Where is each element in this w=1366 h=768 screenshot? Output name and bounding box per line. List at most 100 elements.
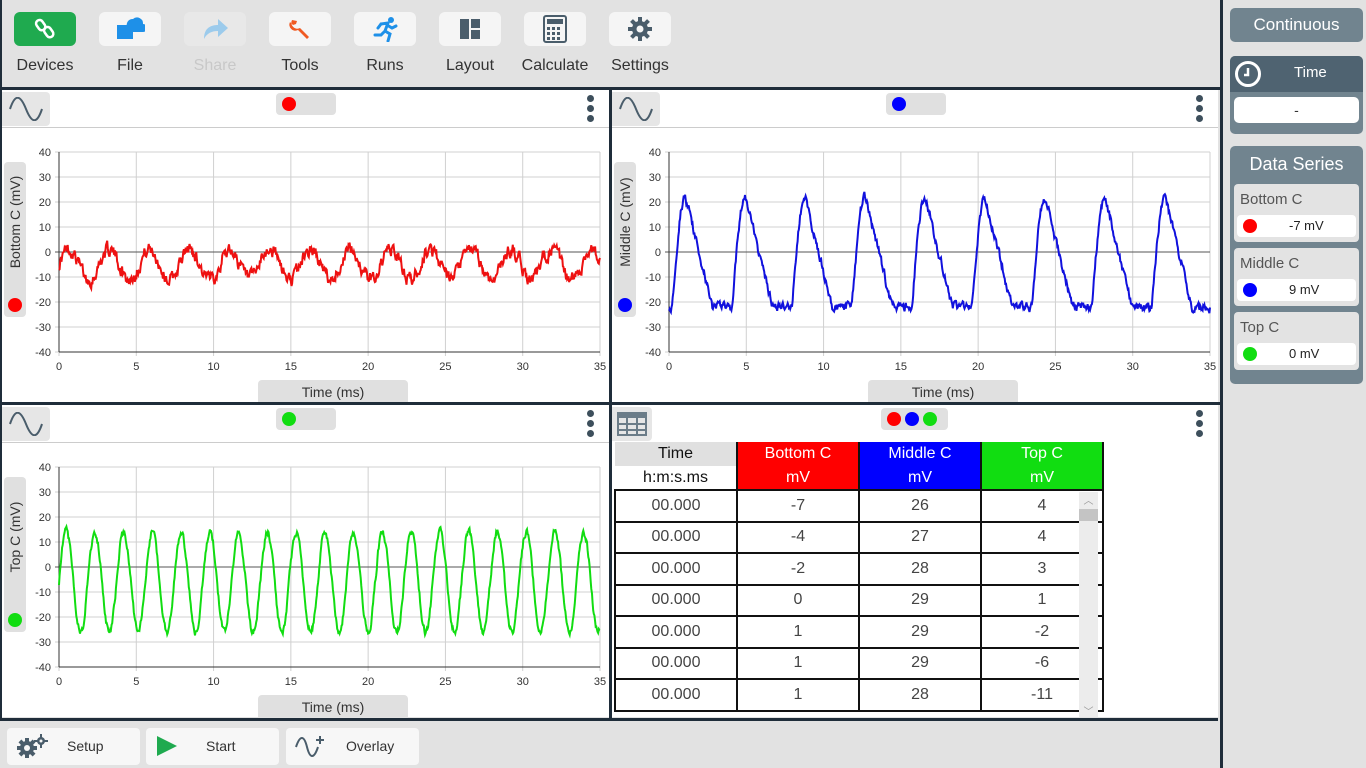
y-tick-label: -40 bbox=[645, 347, 661, 359]
file-icon bbox=[117, 17, 145, 39]
graph-bottom-c[interactable]: 0 5 10 15 20 25 30 35 40 30 20 10 0 -10 -20 -30 -40 Botto… bbox=[2, 90, 609, 402]
top-c-series-line bbox=[58, 523, 601, 639]
table-cell: 28 bbox=[858, 678, 982, 712]
plot-area[interactable]: 0 5 10 15 20 25 30 35 40 30 20 10 0 -10 -20 -30 -40 bbox=[2, 405, 609, 717]
play-icon bbox=[157, 736, 177, 756]
series-card-top-c[interactable]: Top C 0 mV bbox=[1234, 312, 1359, 370]
data-series-panel: Data Series Bottom C -7 mV Middle C 9 mV T… bbox=[1230, 146, 1363, 384]
table-row: 00.000 1 29 -6 bbox=[614, 646, 1104, 680]
y-tick-label: 10 bbox=[39, 222, 51, 234]
table-scrollbar[interactable]: ︿ ﹀ bbox=[1079, 492, 1098, 717]
y-axis-title: Top C (mV) bbox=[7, 501, 23, 573]
table-cell: 00.000 bbox=[614, 646, 738, 680]
series-selector[interactable] bbox=[886, 93, 946, 115]
graph-type-button[interactable] bbox=[2, 92, 50, 126]
collection-mode-button[interactable]: Continuous bbox=[1230, 8, 1363, 42]
table-cell: 29 bbox=[858, 615, 982, 649]
y-tick-label: 30 bbox=[39, 172, 51, 184]
table-cell: 1 bbox=[736, 646, 860, 680]
color-dot bbox=[1243, 347, 1257, 361]
setup-label: Setup bbox=[67, 738, 104, 754]
y-tick-label: -20 bbox=[35, 297, 51, 309]
y-tick-label: -30 bbox=[35, 322, 51, 334]
sine-wave-icon bbox=[619, 97, 653, 121]
x-tick-label: 0 bbox=[56, 361, 62, 373]
table-icon bbox=[617, 412, 647, 436]
more-options-icon[interactable] bbox=[1196, 410, 1204, 437]
setup-button[interactable]: Setup bbox=[7, 728, 140, 765]
y-axis-label[interactable]: Middle C (mV) bbox=[614, 162, 636, 317]
series-dot bbox=[618, 298, 632, 312]
col-header-time: Time bbox=[615, 442, 738, 466]
col-header-top-c: Top C bbox=[980, 442, 1104, 466]
table-cell: 26 bbox=[858, 489, 982, 523]
share-icon bbox=[204, 19, 228, 39]
divider bbox=[0, 0, 2, 768]
graph-type-button[interactable] bbox=[612, 92, 660, 126]
plot-area[interactable]: 0 5 10 15 20 25 30 35 40 30 20 10 0 -10 -20 -30 -40 bbox=[2, 90, 609, 402]
table-row: 00.000 1 29 -2 bbox=[614, 615, 1104, 649]
y-tick-label: -20 bbox=[35, 612, 51, 624]
overlay-button[interactable]: Overlay bbox=[286, 728, 419, 765]
layout-icon bbox=[460, 19, 480, 39]
file-button[interactable]: File bbox=[99, 12, 161, 75]
y-axis-title: Bottom C (mV) bbox=[7, 175, 23, 269]
plot-area[interactable]: 0 5 10 15 20 25 30 35 40 30 20 10 0 -10 -20 -30 -40 bbox=[612, 90, 1218, 402]
settings-button[interactable]: Settings bbox=[609, 12, 671, 75]
table-row: 00.000 1 28 -11 bbox=[614, 678, 1104, 712]
start-button[interactable]: Start bbox=[146, 728, 279, 765]
toolbar: Devices File Share Tools Runs Layout Cal… bbox=[0, 0, 1218, 88]
y-axis-label[interactable]: Bottom C (mV) bbox=[4, 162, 26, 317]
tools-button[interactable]: Tools bbox=[269, 12, 331, 75]
graph-top-c[interactable]: 0 5 10 15 20 25 30 35 40 30 20 10 0 -10 -20 -30 -40 Top C… bbox=[2, 405, 609, 717]
series-selector[interactable] bbox=[276, 408, 336, 430]
x-axis-label[interactable]: Time (ms) bbox=[258, 380, 408, 402]
x-axis-label[interactable]: Time (ms) bbox=[868, 380, 1018, 402]
table-cell: 00.000 bbox=[614, 615, 738, 649]
devices-button[interactable]: Devices bbox=[14, 12, 76, 75]
more-options-icon[interactable] bbox=[587, 95, 595, 122]
table-cell: -7 bbox=[736, 489, 860, 523]
more-options-icon[interactable] bbox=[1196, 95, 1204, 122]
x-tick-label: 5 bbox=[133, 361, 139, 373]
y-tick-label: 20 bbox=[39, 512, 51, 524]
runs-button[interactable]: Runs bbox=[354, 12, 416, 75]
bottom-c-series-line bbox=[58, 240, 601, 293]
link-icon bbox=[34, 18, 55, 39]
sine-wave-icon bbox=[9, 97, 43, 121]
divider bbox=[0, 402, 1220, 405]
x-tick-label: 10 bbox=[207, 361, 219, 373]
gears-icon bbox=[17, 734, 48, 758]
y-tick-label: -10 bbox=[645, 272, 661, 284]
x-axis-label[interactable]: Time (ms) bbox=[258, 695, 408, 717]
gear-icon bbox=[628, 17, 652, 41]
table-view-button[interactable] bbox=[612, 407, 652, 441]
y-tick-label: 10 bbox=[649, 222, 661, 234]
right-panel: Continuous Time - Data Series Bottom C -7… bbox=[1220, 0, 1366, 768]
graph-middle-c[interactable]: 0 5 10 15 20 25 30 35 40 30 20 10 0 -10 -20 -30 -40 Middl… bbox=[612, 90, 1218, 402]
color-dot bbox=[1243, 283, 1257, 297]
series-value: 0 mV bbox=[1289, 346, 1320, 361]
x-tick-label: 35 bbox=[594, 361, 606, 373]
calculator-icon bbox=[543, 15, 567, 43]
y-axis-label[interactable]: Top C (mV) bbox=[4, 477, 26, 632]
series-dot bbox=[8, 613, 22, 627]
graph-type-button[interactable] bbox=[2, 407, 50, 441]
table-cell: 29 bbox=[858, 646, 982, 680]
x-tick-label: 5 bbox=[743, 361, 749, 373]
table-row: 00.000 -2 28 3 bbox=[614, 552, 1104, 586]
series-selector[interactable] bbox=[276, 93, 336, 115]
x-tick-label: 15 bbox=[285, 676, 297, 688]
x-tick-label: 30 bbox=[517, 676, 529, 688]
share-button[interactable]: Share bbox=[184, 12, 246, 75]
series-card-bottom-c[interactable]: Bottom C -7 mV bbox=[1234, 184, 1359, 242]
table-row: 00.000 -4 27 4 bbox=[614, 520, 1104, 554]
series-selector[interactable] bbox=[881, 408, 948, 430]
more-options-icon[interactable] bbox=[587, 410, 595, 437]
bottom-c-dot bbox=[887, 412, 901, 426]
calculate-button[interactable]: Calculate bbox=[522, 12, 588, 75]
layout-button[interactable]: Layout bbox=[439, 12, 501, 75]
y-tick-label: 0 bbox=[45, 562, 51, 574]
series-card-middle-c[interactable]: Middle C 9 mV bbox=[1234, 248, 1359, 306]
unit-bottom-c: mV bbox=[736, 466, 860, 491]
